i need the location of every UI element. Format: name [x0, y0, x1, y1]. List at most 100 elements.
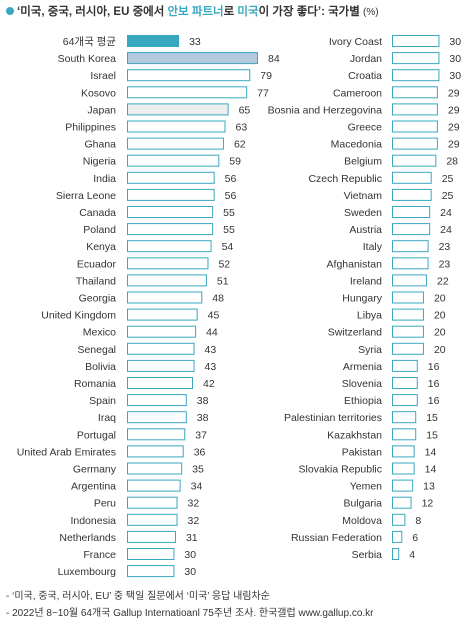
value-label-spain: 38 [197, 395, 209, 407]
bar-label-macedonia: Macedonia [331, 139, 383, 151]
value-label-sweden: 24 [440, 207, 452, 219]
bar-poland [127, 223, 214, 236]
bar-label-philippines: Philippines [65, 122, 116, 134]
bar-ireland [392, 274, 428, 287]
value-label-georgia: 48 [212, 293, 224, 305]
value-label-portugal: 37 [195, 429, 207, 441]
value-label-jordan: 30 [449, 53, 461, 65]
bar-label-france: France [83, 549, 116, 561]
value-label-kazakhstan: 15 [426, 429, 438, 441]
value-label-netherlands: 31 [186, 532, 198, 544]
bar-kosovo [127, 86, 248, 99]
bar-label-kosovo: Kosovo [81, 87, 116, 99]
bar-label-iraq: Iraq [98, 412, 116, 424]
bar-austria [392, 223, 431, 236]
value-label-serbia: 4 [409, 549, 415, 561]
value-label-argentina: 34 [191, 481, 203, 493]
value-label-thailand: 51 [217, 275, 229, 287]
value-label-nigeria: 59 [229, 156, 241, 168]
bar-czech-republic [392, 171, 432, 184]
bar-libya [392, 308, 424, 321]
bar-label-ecuador: Ecuador [77, 258, 117, 270]
bar-vietnam [392, 188, 432, 201]
bar-label-israel: Israel [90, 70, 116, 82]
value-label-united-arab-emirates: 36 [194, 446, 206, 458]
bar-label-india: India [93, 173, 116, 185]
bar-label-bolivia: Bolivia [85, 361, 116, 373]
value-label-slovenia: 16 [428, 378, 440, 390]
value-label-ethiopia: 16 [428, 395, 440, 407]
bar-united-arab-emirates [127, 445, 184, 458]
bar-label-cameroon: Cameroon [333, 87, 382, 99]
bar-label-croatia: Croatia [348, 70, 382, 82]
bar-label-afghanistan: Afghanistan [327, 258, 383, 270]
bar-sweden [392, 206, 431, 218]
value-label-greece: 29 [448, 122, 460, 134]
bar-peru [127, 496, 178, 509]
bar-label-jordan: Jordan [350, 53, 382, 65]
bar-label-thailand: Thailand [76, 275, 116, 287]
value-label-bulgaria: 12 [422, 498, 434, 510]
bar-yemen [392, 479, 414, 492]
value-label-india: 56 [225, 173, 237, 185]
bar-label-bulgaria: Bulgaria [343, 498, 382, 510]
bar-label-kenya: Kenya [86, 241, 116, 253]
value-label-philippines: 63 [236, 122, 248, 134]
bar-palestinian-territories [392, 411, 417, 424]
value-label-slovakia-republic: 14 [425, 464, 437, 476]
bar-indonesia [127, 513, 178, 526]
bar-ghana [127, 137, 224, 150]
value-label-yemen: 13 [423, 481, 435, 493]
bar-label-moldova: Moldova [342, 515, 382, 527]
bar-armenia [392, 359, 418, 372]
bar-label-hungary: Hungary [342, 293, 382, 305]
bar-italy [392, 240, 429, 253]
bar-label-argentina: Argentina [71, 481, 116, 493]
bar-label-netherlands: Netherlands [59, 532, 116, 544]
bar-greece [392, 120, 438, 133]
bar-label-mexico: Mexico [83, 327, 116, 339]
bar-label-south-korea: South Korea [58, 53, 117, 65]
value-label-luxembourg: 30 [184, 566, 196, 578]
value-label-mexico: 44 [206, 327, 218, 339]
bar-label-georgia: Georgia [79, 293, 117, 305]
value-label-kenya: 54 [222, 241, 234, 253]
bar-bolivia [127, 359, 195, 372]
bar-label-italy: Italy [363, 241, 383, 253]
bar-philippines [127, 120, 226, 133]
bar-bulgaria [392, 496, 412, 509]
title-unit: (%) [363, 7, 379, 18]
value-label-romania: 42 [203, 378, 215, 390]
bar-japan [127, 103, 229, 116]
value-label-syria: 20 [434, 344, 446, 356]
bar-label-peru: Peru [94, 498, 116, 510]
bar-luxembourg [127, 565, 175, 578]
bar-label-united-arab-emirates: United Arab Emirates [17, 446, 116, 458]
footnote-source: - 2022년 8~10월 64개국 Gallup Internatioanl … [6, 608, 374, 619]
value-label-russian-federation: 6 [412, 532, 418, 544]
value-label-libya: 20 [434, 310, 446, 322]
value-label-iraq: 38 [197, 412, 209, 424]
value-label-hungary: 20 [434, 293, 446, 305]
value-label-armenia: 16 [428, 361, 440, 373]
value-label-belgium: 28 [446, 156, 458, 168]
bar-united-kingdom [127, 308, 198, 321]
bar-label-japan: Japan [87, 104, 116, 116]
bar-south-korea [127, 52, 258, 65]
bar-label-canada: Canada [79, 207, 116, 219]
bar-germany [127, 462, 183, 475]
bar-label-average: 64개국 평균 [63, 36, 117, 48]
bar-label-luxembourg: Luxembourg [58, 566, 117, 578]
bar-canada [127, 206, 214, 218]
bar-label-bosnia-and-herzegovina: Bosnia and Herzegovina [268, 104, 383, 116]
value-label-bosnia-and-herzegovina: 29 [448, 104, 460, 116]
value-label-south-korea: 84 [268, 53, 280, 65]
bar-label-syria: Syria [358, 344, 382, 356]
bar-label-vietnam: Vietnam [344, 190, 383, 202]
bar-iraq [127, 411, 187, 424]
value-label-ireland: 22 [437, 275, 449, 287]
value-label-pakistan: 14 [425, 446, 437, 458]
title-part-2: 로 [223, 6, 238, 18]
value-label-palestinian-territories: 15 [426, 412, 438, 424]
value-label-france: 30 [184, 549, 196, 561]
